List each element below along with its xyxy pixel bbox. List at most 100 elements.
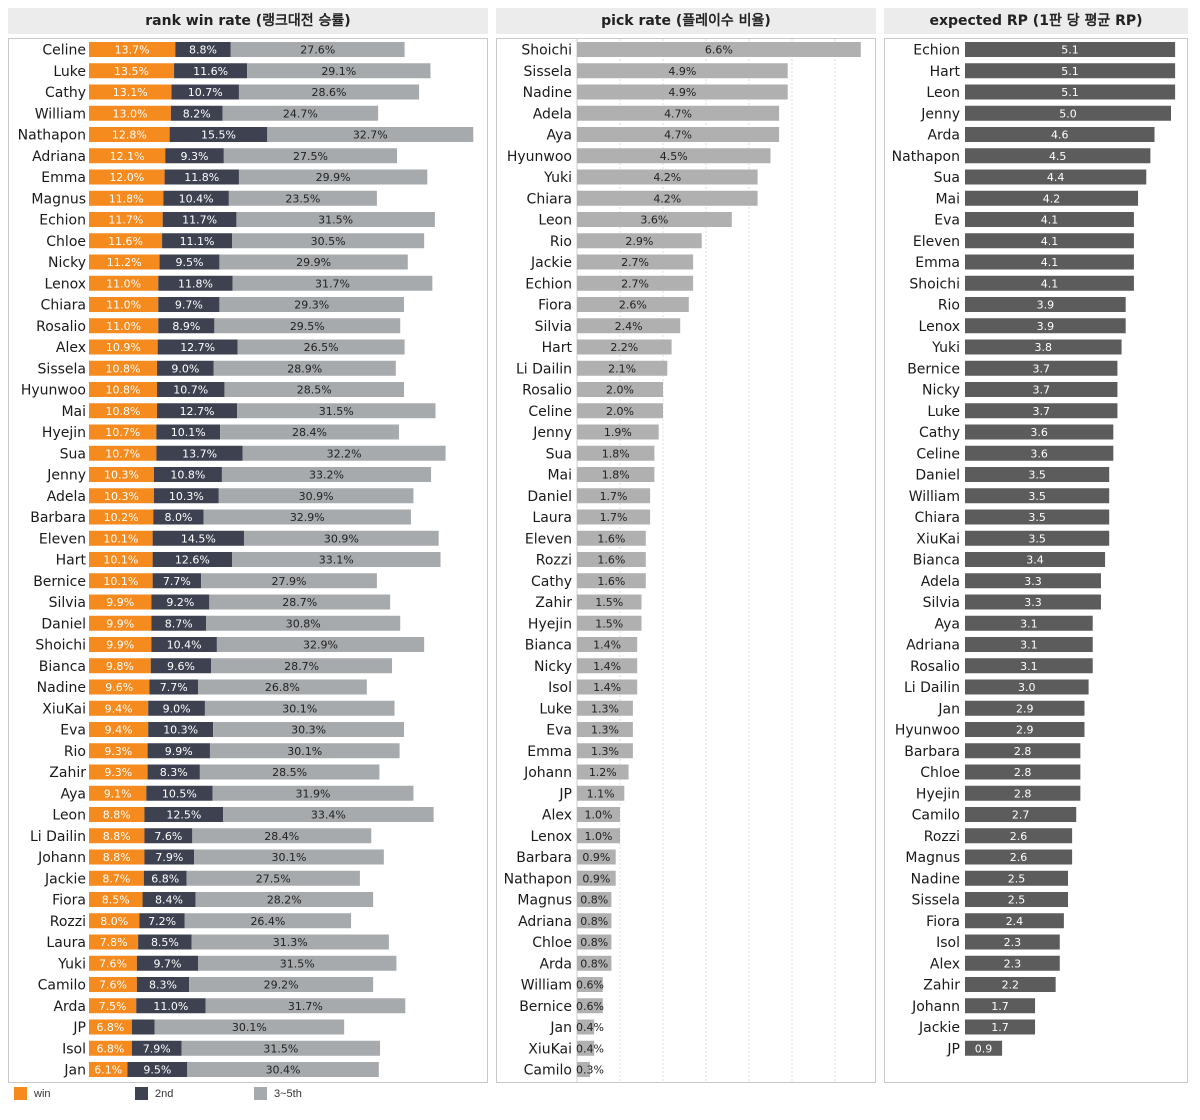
win-rate-category-label-nadine: Nadine [37, 680, 86, 696]
pick-rate-category-label-sua: Sua [546, 446, 572, 462]
win-rate-value-label-3-5th-magnus: 23.5% [285, 192, 320, 205]
expected-rp-bar-adela [965, 573, 1101, 589]
win-rate-value-label-win-eleven: 10.1% [103, 532, 138, 545]
win-rate-category-label-yuki: Yuki [57, 956, 86, 972]
win-rate-value-label-3-5th-cathy: 28.6% [312, 86, 347, 99]
win-rate-value-label-3-5th-adela: 30.9% [299, 490, 334, 503]
win-rate-category-label-william: William [35, 106, 86, 122]
win-rate-bar-2nd-arda [136, 998, 206, 1014]
win-rate-value-label-win-chloe: 11.6% [108, 235, 143, 248]
pick-rate-bar-alex [577, 807, 620, 822]
expected-rp-bar-magnus [965, 849, 1073, 865]
legend-swatch-3-5th [254, 1087, 267, 1100]
legend-label-3-5th: 3~5th [274, 1088, 302, 1100]
win-rate-bar-win-hart [89, 552, 153, 567]
win-rate-value-label-2nd-nathapon: 15.5% [201, 129, 236, 142]
win-rate-bar-3-5th-eleven [243, 530, 439, 546]
pick-rate-value-label-nathapon: 0.9% [582, 872, 610, 885]
win-rate-value-label-win-fiora: 8.5% [102, 894, 130, 907]
win-rate-value-label-2nd-alex: 12.7% [180, 341, 215, 354]
win-rate-bar-win-laura [89, 934, 139, 950]
win-rate-bar-3-5th-shoichi [216, 637, 425, 652]
win-rate-bar-3-5th-eva [213, 722, 404, 737]
win-rate-value-label-win-arda: 7.5% [99, 1000, 127, 1013]
win-rate-bar-win-celine [89, 42, 176, 57]
win-rate-bar-win-li-dailin [89, 828, 145, 844]
pick-rate-value-label-emma: 1.3% [591, 745, 619, 758]
win-rate-bar-win-chloe [89, 233, 163, 249]
win-rate-bar-3-5th-jenny [221, 467, 432, 482]
win-rate-bar-3-5th-arda [205, 998, 406, 1014]
pick-rate-value-label-hyunwoo: 4.5% [660, 150, 688, 163]
win-rate-bar-win-zahir [89, 764, 148, 780]
win-rate-bar-3-5th-aya [212, 785, 414, 801]
win-rate-value-label-2nd-rio: 9.9% [165, 745, 193, 758]
expected-rp-bar-silvia [965, 594, 1101, 610]
expected-rp-bar-jp [965, 1040, 1003, 1056]
expected-rp-category-label-li-dailin: Li Dailin [904, 680, 960, 696]
win-rate-value-label-3-5th-zahir: 28.5% [272, 766, 307, 779]
expected-rp-value-label-rosalio: 3.1 [1020, 660, 1038, 673]
expected-rp-bar-rosalio [965, 658, 1093, 674]
win-rate-bar-3-5th-nathapon [267, 127, 474, 142]
pick-rate-value-label-bernice: 0.6% [576, 1000, 604, 1013]
win-rate-value-label-win-jp: 6.8% [96, 1021, 124, 1034]
expected-rp-value-label-fiora: 2.4 [1006, 915, 1024, 928]
win-rate-bar-win-jenny [89, 467, 154, 482]
pick-rate-value-label-chloe: 0.8% [580, 936, 608, 949]
pick-rate-category-label-hyejin: Hyejin [528, 616, 572, 632]
win-rate-value-label-2nd-hart: 12.6% [175, 554, 210, 567]
pick-rate-category-label-magnus: Magnus [517, 893, 572, 909]
pick-rate-category-label-eleven: Eleven [525, 531, 572, 547]
pick-rate-bar-nathapon [577, 870, 616, 886]
win-rate-bar-2nd-isol [131, 1040, 182, 1056]
win-rate-bar-2nd-johann [144, 849, 195, 865]
pick-rate-chart: Shoichi Sissela Nadine Adela Aya Hyunwoo Yuki C… [504, 39, 861, 1082]
pick-rate-category-label-arda: Arda [539, 956, 572, 972]
win-rate-value-label-2nd-echion: 11.7% [182, 214, 217, 227]
legend-swatch-2nd [135, 1087, 148, 1100]
pick-rate-value-label-bianca: 1.4% [593, 639, 621, 652]
win-rate-category-label-celine: Celine [42, 43, 86, 59]
pick-rate-value-label-silvia: 2.4% [615, 320, 643, 333]
win-rate-value-label-2nd-hyunwoo: 10.7% [173, 384, 208, 397]
pick-rate-value-label-fiora: 2.6% [619, 299, 647, 312]
win-rate-bar-win-isol [89, 1040, 132, 1056]
win-rate-value-label-3-5th-celine: 27.6% [300, 44, 335, 57]
pick-rate-category-label-leon: Leon [538, 213, 572, 229]
win-rate-bar-2nd-eva [148, 722, 214, 737]
pick-rate-bar-leon [577, 212, 732, 227]
win-rate-value-label-win-li-dailin: 8.8% [103, 830, 131, 843]
win-rate-value-label-2nd-bernice: 7.7% [163, 575, 191, 588]
win-rate-bar-2nd-alex [157, 339, 238, 355]
win-rate-value-label-3-5th-lenox: 31.7% [315, 277, 350, 290]
win-rate-bar-3-5th-cathy [238, 84, 420, 100]
win-rate-bar-3-5th-adriana [223, 148, 398, 164]
win-rate-category-label-adriana: Adriana [32, 149, 86, 165]
pick-rate-value-label-chiara: 4.2% [653, 192, 681, 205]
win-rate-value-label-3-5th-arda: 31.7% [288, 1000, 323, 1013]
expected-rp-value-label-isol: 2.3 [1004, 936, 1022, 949]
expected-rp-category-label-chloe: Chloe [920, 765, 960, 781]
win-rate-bar-2nd-luke [174, 63, 248, 79]
pick-rate-value-label-eva: 1.3% [591, 724, 619, 737]
expected-rp-category-label-nathapon: Nathapon [892, 149, 960, 165]
pick-rate-value-label-arda: 0.8% [580, 957, 608, 970]
win-rate-bar-3-5th-sua [242, 445, 446, 461]
win-rate-bar-3-5th-chloe [232, 233, 425, 249]
pick-rate-category-label-daniel: Daniel [527, 489, 572, 505]
win-rate-bar-2nd-rio [147, 743, 210, 759]
expected-rp-category-label-rosalio: Rosalio [910, 659, 960, 675]
win-rate-bar-win-silvia [89, 594, 152, 610]
win-rate-value-label-2nd-magnus: 10.4% [179, 192, 214, 205]
pick-rate-category-label-jp: JP [558, 786, 572, 802]
pick-rate-value-label-rio: 2.9% [625, 235, 653, 248]
pick-rate-category-label-william: William [521, 978, 572, 994]
pick-rate-value-label-eleven: 1.6% [597, 532, 625, 545]
expected-rp-category-label-bianca: Bianca [913, 553, 960, 569]
pick-rate-category-label-echion: Echion [525, 276, 572, 292]
pick-rate-value-label-zahir: 1.5% [595, 596, 623, 609]
expected-rp-category-label-lenox: Lenox [919, 319, 960, 335]
pick-rate-value-label-jenny: 1.9% [604, 426, 632, 439]
win-rate-value-label-2nd-daniel: 8.7% [165, 617, 193, 630]
